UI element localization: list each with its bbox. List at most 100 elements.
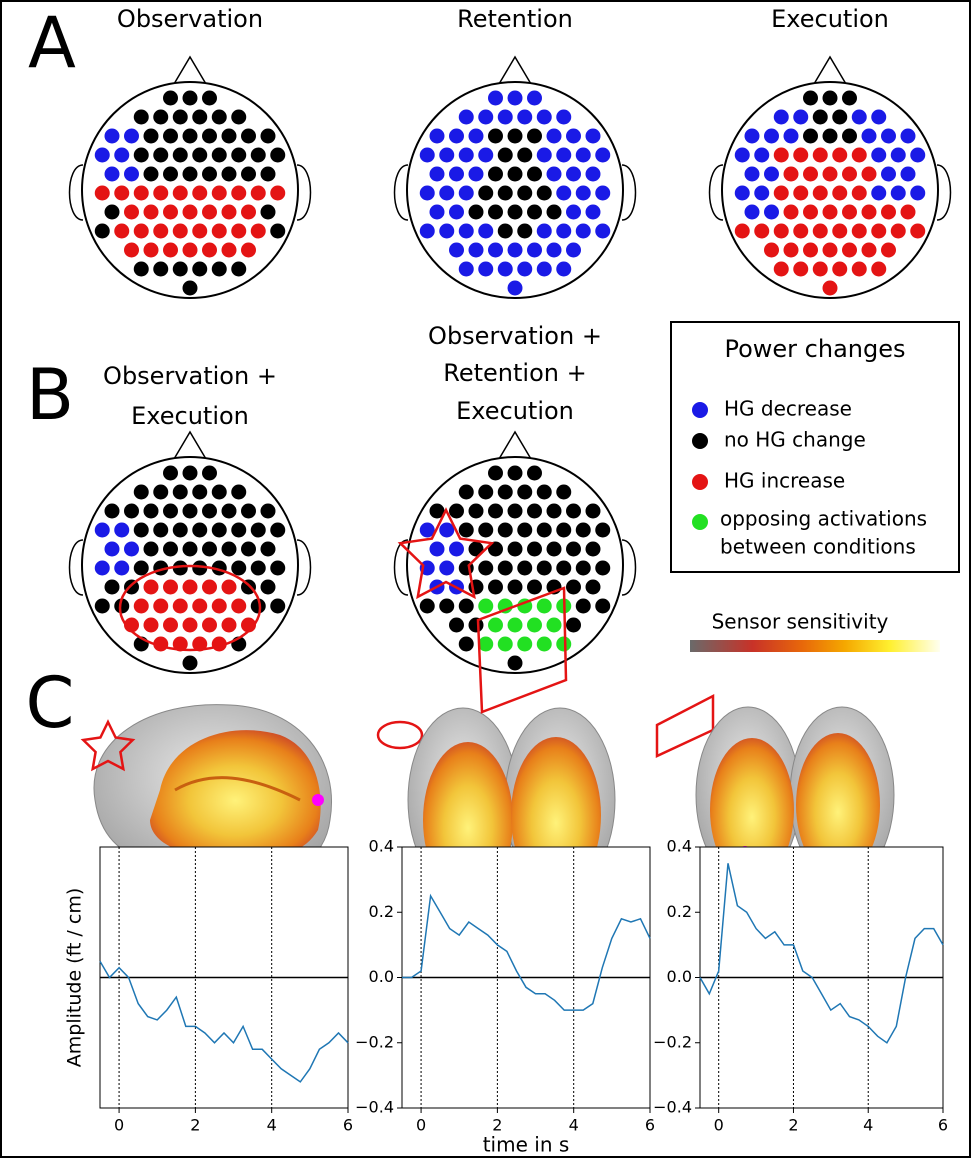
sensor: [231, 561, 246, 576]
panel-title: Execution: [456, 397, 574, 425]
sensor: [547, 167, 562, 182]
sensor: [144, 580, 159, 595]
sensor: [183, 205, 198, 220]
sensor: [478, 485, 493, 500]
sensor: [842, 129, 857, 144]
sensor: [212, 224, 227, 239]
sensor: [566, 618, 581, 633]
sensor: [842, 205, 857, 220]
legend-marker: [692, 514, 708, 530]
sensor: [459, 599, 474, 614]
sensor: [222, 580, 237, 595]
sensor: [430, 205, 445, 220]
sensor: [537, 148, 552, 163]
sensor: [498, 523, 513, 538]
sensor: [754, 224, 769, 239]
sensor: [764, 129, 779, 144]
y-tick-label: 0.0: [667, 967, 692, 986]
sensor: [547, 129, 562, 144]
sensor: [251, 523, 266, 538]
head-outline: [407, 82, 623, 298]
sensor: [754, 148, 769, 163]
sensor: [183, 243, 198, 258]
sensor: [222, 243, 237, 258]
sensor: [871, 148, 886, 163]
sensor: [852, 148, 867, 163]
sensor: [556, 561, 571, 576]
sensor: [901, 129, 916, 144]
sensor: [793, 148, 808, 163]
sensor: [595, 599, 610, 614]
sensor: [105, 129, 120, 144]
sensor: [270, 186, 285, 201]
sensor: [881, 129, 896, 144]
sensor: [95, 224, 110, 239]
panel-title: Observation: [117, 5, 263, 33]
sensor: [231, 110, 246, 125]
sensor: [270, 561, 285, 576]
sensor: [871, 262, 886, 277]
sensor: [261, 542, 276, 557]
x-tick-label: 4: [569, 1116, 579, 1135]
sensor: [202, 466, 217, 481]
sensor: [183, 504, 198, 519]
sensor: [498, 262, 513, 277]
sensor: [862, 243, 877, 258]
sensor: [566, 504, 581, 519]
sensor: [173, 485, 188, 500]
sensor: [745, 167, 760, 182]
sensor: [134, 110, 149, 125]
sensor: [478, 186, 493, 201]
sensor: [517, 224, 532, 239]
sensor: [134, 523, 149, 538]
sensor: [537, 186, 552, 201]
sensor: [547, 618, 562, 633]
sensor: [478, 599, 493, 614]
sensor: [153, 110, 168, 125]
sensor: [527, 205, 542, 220]
sensor: [153, 523, 168, 538]
sensor: [498, 186, 513, 201]
sensor: [754, 186, 769, 201]
panel-title: Retention +: [443, 359, 586, 387]
x-tick-label: 0: [416, 1116, 426, 1135]
sensor: [813, 262, 828, 277]
sensor: [527, 243, 542, 258]
source-marker: [312, 794, 324, 806]
sensor: [478, 561, 493, 576]
sensor: [478, 262, 493, 277]
sensor: [163, 129, 178, 144]
sensor: [478, 224, 493, 239]
sensor: [823, 167, 838, 182]
sensor: [832, 224, 847, 239]
sensor: [173, 599, 188, 614]
sensor: [566, 167, 581, 182]
sensor: [784, 205, 799, 220]
sensor: [498, 148, 513, 163]
sensor: [566, 243, 581, 258]
sensor: [842, 243, 857, 258]
sensor: [439, 186, 454, 201]
y-tick-label: −0.4: [653, 1098, 692, 1117]
sensor: [576, 561, 591, 576]
sensor: [173, 523, 188, 538]
sensor: [852, 186, 867, 201]
sensor: [183, 580, 198, 595]
x-tick-label: 6: [938, 1116, 948, 1135]
sensor: [469, 205, 484, 220]
y-tick-label: 0.4: [667, 837, 692, 856]
sensor: [891, 224, 906, 239]
sensor: [430, 542, 445, 557]
sensor: [517, 561, 532, 576]
sensor: [134, 224, 149, 239]
sensor: [910, 186, 925, 201]
sensor: [910, 148, 925, 163]
sensor: [478, 523, 493, 538]
sensor: [508, 580, 523, 595]
sensor: [459, 523, 474, 538]
sensor: [192, 599, 207, 614]
sensor: [517, 110, 532, 125]
sensor: [430, 129, 445, 144]
sensor: [832, 262, 847, 277]
sensor: [163, 504, 178, 519]
